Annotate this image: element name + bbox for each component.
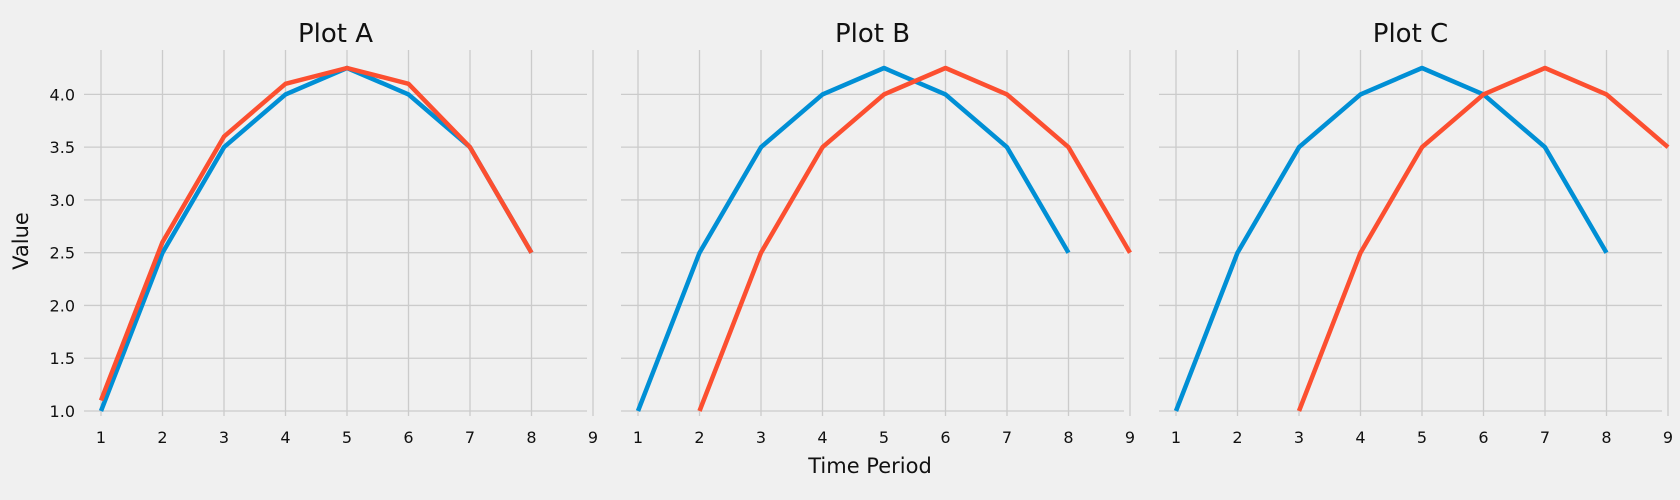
x-tick-label: 5: [342, 428, 352, 447]
x-tick-label: 3: [1294, 428, 1304, 447]
x-tick-label: 5: [1417, 428, 1427, 447]
x-tick-label: 5: [879, 428, 889, 447]
panel-a: 1 2 3 4 5 6 7 8 9 1.0 1.5 2.0 2.5 3.0 3.5 4.0 Plot A: [50, 19, 599, 447]
x-tick-label: 8: [1601, 428, 1611, 447]
y-tick-label: 3.0: [50, 191, 75, 210]
y-tick-label: 1.5: [50, 349, 75, 368]
x-tick-label: 7: [1540, 428, 1550, 447]
x-tick-label: 4: [1355, 428, 1365, 447]
x-tick-label: 6: [940, 428, 950, 447]
y-tick-label: 4.0: [50, 85, 75, 104]
x-tick-label: 8: [526, 428, 536, 447]
panel-c: 1 2 3 4 5 6 7 8 9 Plot C: [1159, 19, 1673, 447]
y-tick-label: 2.5: [50, 244, 75, 263]
x-tick-label: 7: [1002, 428, 1012, 447]
x-tick-label: 6: [403, 428, 413, 447]
series-line-2: [697, 65, 1132, 412]
x-tick-label: 1: [633, 428, 643, 447]
x-tick-label: 3: [756, 428, 766, 447]
x-tick-label: 1: [1171, 428, 1181, 447]
x-tick-label: 6: [1478, 428, 1488, 447]
x-tick-label: 2: [1232, 428, 1242, 447]
series-line-2: [1296, 65, 1670, 412]
x-tick-label: 1: [96, 428, 106, 447]
series-line-1: [1173, 65, 1609, 412]
x-tick-label: 9: [1663, 428, 1673, 447]
x-tick-label: 9: [588, 428, 598, 447]
y-tick-label: 2.0: [50, 296, 75, 315]
y-tick-label: 3.5: [50, 138, 75, 157]
series-line-2: [98, 65, 534, 402]
panel-title: Plot B: [835, 19, 910, 49]
y-tick-label: 1.0: [50, 402, 75, 421]
x-tick-label: 2: [157, 428, 167, 447]
x-tick-label: 3: [219, 428, 229, 447]
panel-b: 1 2 3 4 5 6 7 8 9 Plot B: [621, 19, 1135, 447]
panel-title: Plot C: [1373, 19, 1448, 49]
y-axis-label: Value: [9, 212, 33, 270]
x-tick-label: 7: [465, 428, 475, 447]
x-tick-label: 2: [694, 428, 704, 447]
x-tick-label: 8: [1063, 428, 1073, 447]
x-tick-label: 4: [817, 428, 827, 447]
x-tick-label: 4: [280, 428, 290, 447]
x-tick-label: 9: [1125, 428, 1135, 447]
series-line-1: [635, 65, 1071, 412]
panel-title: Plot A: [298, 19, 373, 49]
x-axis-label: Time Period: [807, 454, 932, 478]
